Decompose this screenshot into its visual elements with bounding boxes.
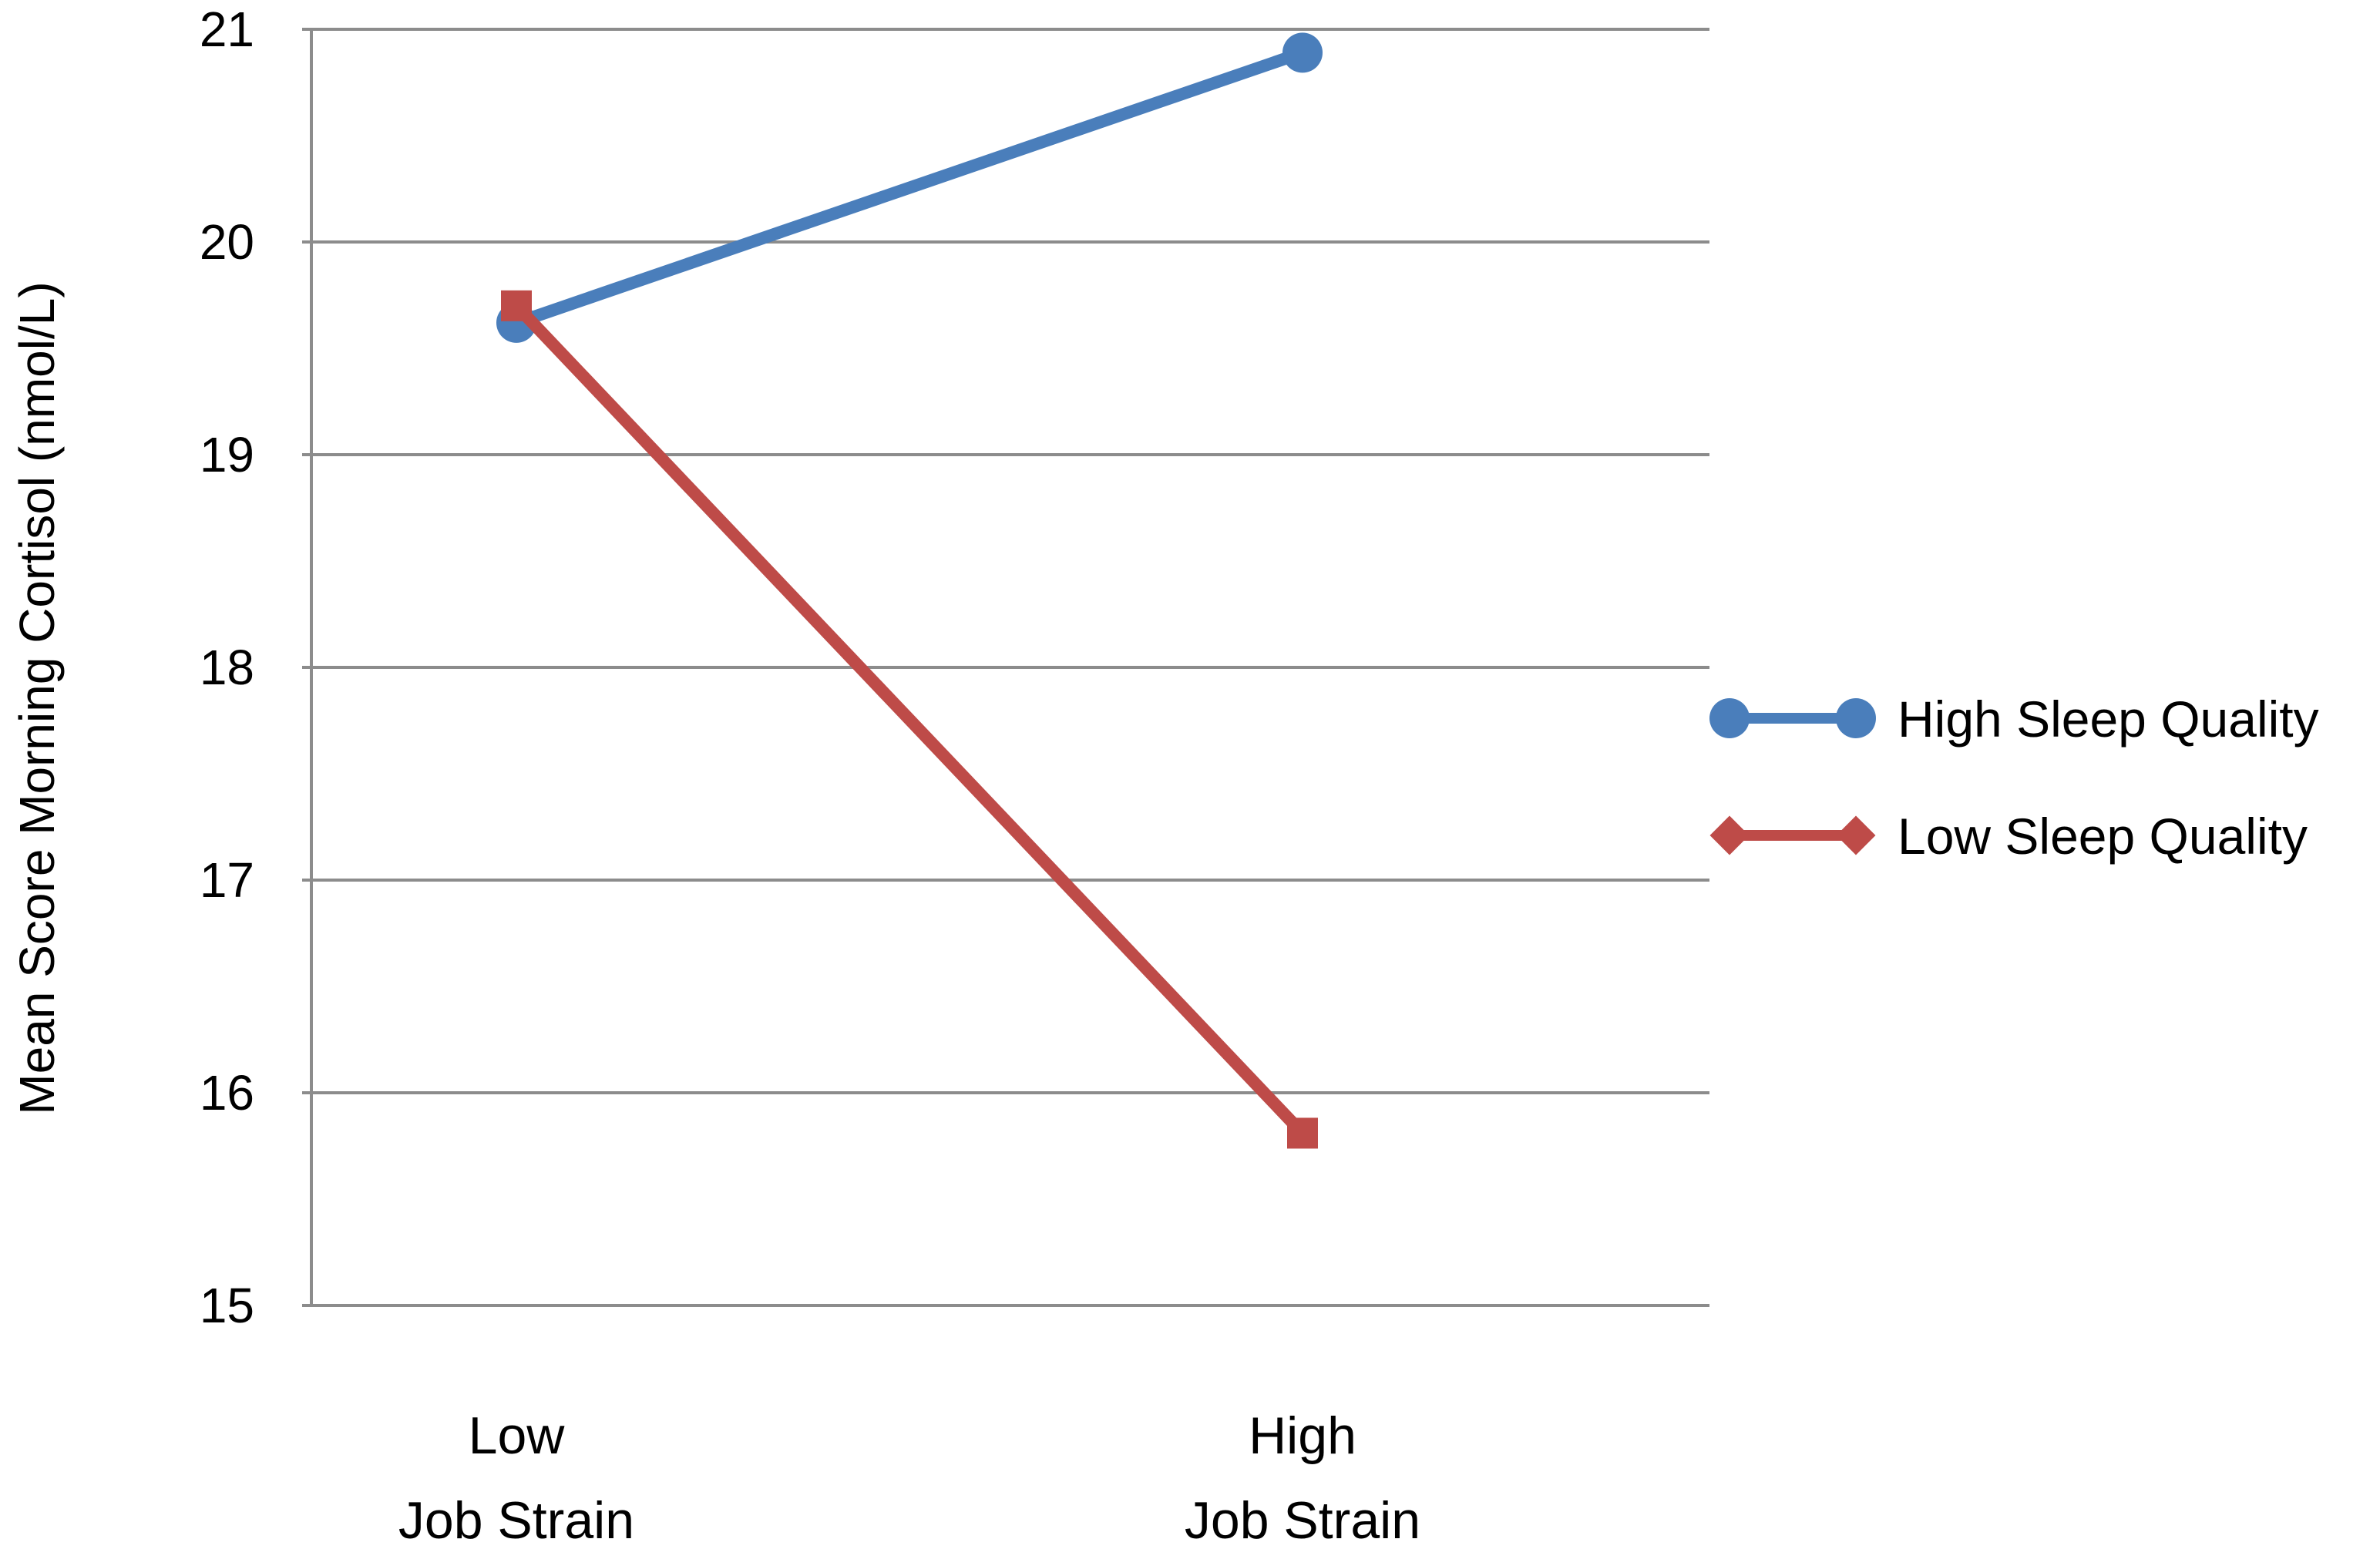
data-point xyxy=(1287,1117,1318,1149)
y-tick-label: 18 xyxy=(200,640,254,695)
x-category-label-line2: Job Strain xyxy=(398,1491,634,1549)
data-point xyxy=(501,290,532,321)
series-line xyxy=(514,46,1305,329)
y-tick-label: 15 xyxy=(200,1278,254,1333)
y-tick-label: 21 xyxy=(200,2,254,57)
legend-item: High Sleep Quality xyxy=(1709,690,2319,748)
data-point xyxy=(1282,32,1323,73)
series-1 xyxy=(496,32,1323,343)
y-tick-label: 16 xyxy=(200,1065,254,1121)
x-category-label-line2: Job Strain xyxy=(1185,1491,1420,1549)
y-tick-labels: 15 16 17 18 19 20 21 xyxy=(200,2,254,1333)
series-line xyxy=(512,301,1307,1137)
legend-label: High Sleep Quality xyxy=(1898,690,2319,748)
legend-marker xyxy=(1709,698,1750,738)
legend-item: Low Sleep Quality xyxy=(1709,808,2308,865)
legend-marker xyxy=(1836,698,1876,738)
legend-marker xyxy=(1836,815,1876,855)
y-axis-title: Mean Score Morning Cortisol (nmol/L) xyxy=(9,281,65,1114)
x-category-labels: Low Job Strain High Job Strain xyxy=(398,1406,1420,1549)
y-tick-label: 20 xyxy=(200,214,254,270)
legend: High Sleep Quality Low Sleep Quality xyxy=(1709,690,2319,865)
x-category-label-line1: Low xyxy=(469,1406,566,1465)
y-tick-label: 19 xyxy=(200,427,254,482)
series-lines xyxy=(496,32,1323,1149)
legend-marker xyxy=(1709,815,1750,855)
series-2 xyxy=(501,290,1318,1149)
y-tick-label: 17 xyxy=(200,852,254,908)
x-category-label: Low Job Strain xyxy=(398,1406,634,1549)
x-category-label: High Job Strain xyxy=(1185,1406,1420,1549)
legend-label: Low Sleep Quality xyxy=(1898,808,2308,865)
x-category-label-line1: High xyxy=(1249,1406,1356,1465)
gridlines xyxy=(302,28,1709,1307)
